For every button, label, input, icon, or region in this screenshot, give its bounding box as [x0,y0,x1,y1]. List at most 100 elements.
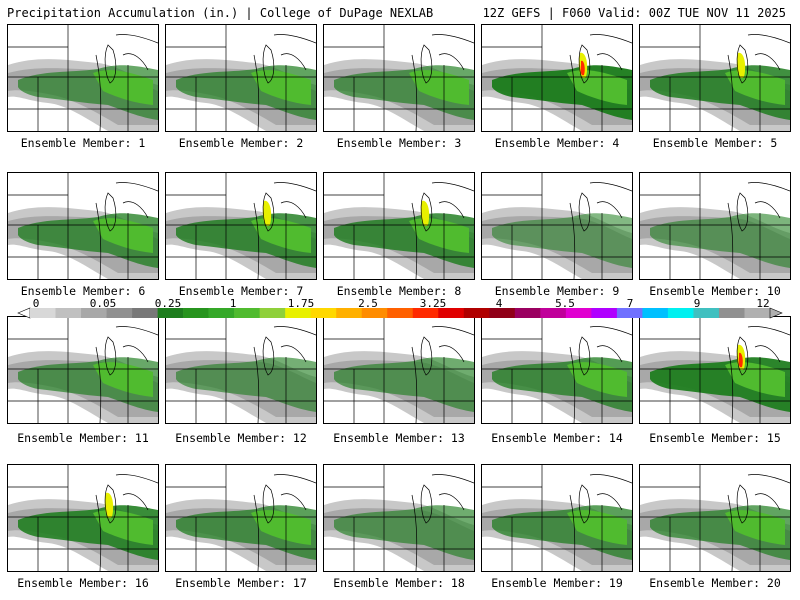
state-border [253,346,260,423]
colorbar-swatch [540,308,567,318]
colorbar-tick-label: 12 [756,297,770,310]
state-border [122,345,149,363]
ensemble-member-map [165,172,317,280]
state-border [411,202,418,279]
state-border [280,493,307,511]
ensemble-member-label: Ensemble Member: 14 [491,431,623,445]
state-border [104,336,117,376]
header: Precipitation Accumulation (in.) | Colle… [0,0,800,22]
state-border [438,493,465,511]
heavy-precip-area [104,492,114,519]
state-border [589,474,632,484]
state-border [95,494,102,571]
state-border [262,44,275,84]
colorbar-swatch [234,308,260,318]
precip-map [166,465,316,571]
ensemble-member-map [639,24,791,132]
ensemble-member-map [7,24,159,132]
state-border [253,54,260,131]
heavy-precip-area [262,200,272,227]
state-border [747,182,790,192]
colorbar-swatch [718,308,745,318]
colorbar-tick-label: 2.5 [358,297,378,310]
state-border [420,484,433,524]
colorbar-swatch [157,308,184,318]
precip-map [8,465,158,571]
colorbar-swatch [489,308,516,318]
ensemble-member-label: Ensemble Member: 7 [178,284,304,298]
ensemble-member-map [639,172,791,280]
state-border [104,192,117,232]
state-border [569,202,576,279]
ensemble-member-map [481,316,633,424]
state-border [589,326,632,336]
state-border [122,201,149,219]
ensemble-member-label: Ensemble Member: 12 [175,431,307,445]
state-border [95,202,102,279]
colorbar-swatch [565,308,592,318]
precip-map [482,173,632,279]
colorbar-swatch [514,308,541,318]
ensemble-member-label: Ensemble Member: 16 [17,576,149,590]
precip-map [482,25,632,131]
colorbar-swatch [132,308,158,318]
colorbar-tick-label: 4 [495,297,503,310]
state-border [754,345,781,363]
ensemble-member-label: Ensemble Member: 6 [20,284,146,298]
state-border [104,484,117,524]
ensemble-member-map [7,464,159,572]
state-border [115,474,158,484]
state-border [273,182,316,192]
ensemble-member-label: Ensemble Member: 4 [494,136,620,150]
state-border [736,192,749,232]
ensemble-member-label: Ensemble Member: 9 [494,284,620,298]
state-border [747,326,790,336]
state-border [736,336,749,376]
state-border [596,201,623,219]
moderate-precip-area [334,357,474,412]
state-border [411,346,418,423]
ensemble-member-label: Ensemble Member: 15 [649,431,781,445]
state-border [273,474,316,484]
colorbar-tick-label: 3.25 [419,297,447,310]
precip-map [324,25,474,131]
state-border [420,44,433,84]
precip-map [324,173,474,279]
state-border [727,54,734,131]
state-border [104,44,117,84]
state-border [122,53,149,71]
state-border [438,53,465,71]
state-border [589,34,632,44]
colorbar-strip [17,307,783,319]
state-border [569,54,576,131]
state-border [438,345,465,363]
state-border [727,494,734,571]
heavy-precip-area [736,52,746,79]
colorbar-tick-label: 7 [626,297,634,310]
state-border [736,484,749,524]
state-border [754,493,781,511]
state-border [122,493,149,511]
precip-map [166,25,316,131]
state-border [431,474,474,484]
ensemble-member-map [165,24,317,132]
colorbar-swatch [310,308,337,318]
state-border [115,34,158,44]
colorbar-swatch [81,308,107,318]
state-border [273,34,316,44]
colorbar-swatch [55,308,82,318]
colorbar-swatch [259,308,286,318]
state-border [262,192,275,232]
state-border [596,493,623,511]
ensemble-member-map [639,316,791,424]
moderate-precip-area [334,505,474,560]
precip-map [8,173,158,279]
moderate-precip-area [650,213,790,268]
state-border [754,201,781,219]
colorbar-swatch [616,308,643,318]
precip-map [8,317,158,423]
ensemble-member-map [481,464,633,572]
colorbar-swatch [591,308,618,318]
state-border [280,53,307,71]
state-border [262,336,275,376]
